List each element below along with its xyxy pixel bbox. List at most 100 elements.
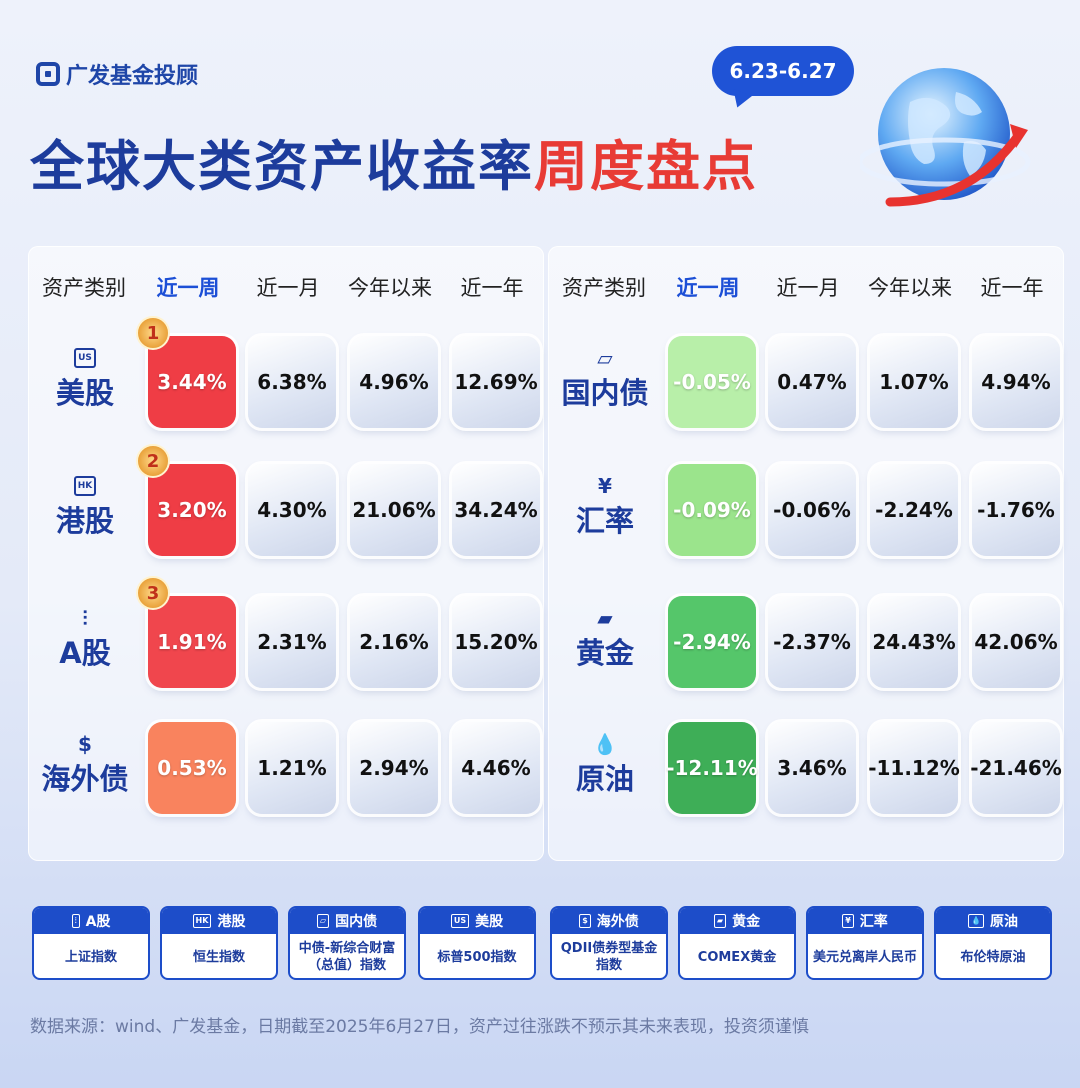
left_rows-value-cell: 3.20% <box>148 464 236 556</box>
legend-card-header: ▰ 黄金 <box>680 908 794 934</box>
data-source-footer: 数据来源：wind、广发基金，日期截至2025年6月27日，资产过往涨跌不预示其… <box>30 1017 809 1037</box>
legend-card: 💧 原油 布伦特原油 <box>934 906 1052 980</box>
right_rows-value-cell: -0.09% <box>668 464 756 556</box>
left_rows-label-3: $ 海外债 <box>30 732 140 798</box>
asset-name: 美股 <box>55 376 114 410</box>
right_rows-value-cell: 42.06% <box>972 596 1060 688</box>
right_rows-value-cell: -21.46% <box>970 722 1062 814</box>
gold-bar-icon: ▰ <box>597 606 613 630</box>
oil-drop-icon: 💧 <box>968 914 984 928</box>
asset-name: 海外债 <box>41 762 129 796</box>
bond-note-icon: $ <box>78 732 92 756</box>
asset-name: 原油 <box>575 762 634 796</box>
asset-name: 港股 <box>55 504 114 538</box>
left_rows-value-cell: 6.38% <box>248 336 336 428</box>
left-header-1: 近一周 <box>156 276 220 300</box>
legend-card-header: HK 港股 <box>162 908 276 934</box>
right_rows-value-cell: -0.06% <box>768 464 856 556</box>
asset-badge-icon: ¥ <box>842 914 854 928</box>
legend-desc: 美元兑离岸人民币 <box>812 949 917 965</box>
left_rows-label-0: US 美股 <box>30 348 140 412</box>
left_rows-value-cell: 3.44% <box>148 336 236 428</box>
left_rows-value-cell: 34.24% <box>452 464 540 556</box>
left-header-4: 近一年 <box>460 276 524 300</box>
right_rows-label-1: ¥ 汇率 <box>550 474 660 540</box>
left_rows-value-cell: 4.96% <box>350 336 438 428</box>
legend-title: A股 <box>85 914 111 930</box>
right_rows-value-cell: -2.37% <box>768 596 856 688</box>
bond-note-icon: $ <box>579 914 591 928</box>
gold-bar-icon: ▰ <box>713 914 727 928</box>
oil-drop-icon: 💧 <box>592 732 618 756</box>
chart-up-icon: ⫶ <box>71 914 80 928</box>
legend-card-header: 💧 原油 <box>936 908 1050 934</box>
left_rows-value-cell: 21.06% <box>350 464 438 556</box>
legend-desc: COMEX黄金 <box>697 949 777 965</box>
right_rows-value-cell: 1.07% <box>870 336 958 428</box>
legend-card: ⫶ A股上证指数 <box>32 906 150 980</box>
right_rows-label-0: ▱ 国内债 <box>550 346 660 412</box>
page-title: 全球大类资产收益率周度盘点 <box>30 122 758 201</box>
asset-name: 黄金 <box>575 636 634 670</box>
legend-title: 港股 <box>217 914 246 930</box>
right_rows-value-cell: -2.94% <box>668 596 756 688</box>
brand-logo: 广发基金投顾 <box>36 58 198 90</box>
title-highlight: 周度盘点 <box>534 135 758 198</box>
left_rows-value-cell: 12.69% <box>452 336 540 428</box>
left-header-0: 资产类别 <box>42 276 126 300</box>
left-header-3: 今年以来 <box>348 276 432 300</box>
right_rows-value-cell: -11.12% <box>868 722 960 814</box>
asset-badge-icon: ¥ <box>598 474 612 498</box>
right-header-3: 今年以来 <box>868 276 952 300</box>
legend-card-header: ⫶ A股 <box>34 908 148 934</box>
legend-title: 黄金 <box>732 914 761 930</box>
legend-card: HK 港股恒生指数 <box>160 906 278 980</box>
date-range-badge: 6.23-6.27 <box>712 46 854 96</box>
legend-card-header: ▱ 国内债 <box>290 908 404 934</box>
right_rows-value-cell: 3.46% <box>768 722 856 814</box>
left_rows-value-cell: 2.16% <box>350 596 438 688</box>
asset-badge-icon: HK <box>74 476 96 496</box>
legend-desc: 上证指数 <box>64 949 117 965</box>
legend-card-header: ¥ 汇率 <box>808 908 922 934</box>
right_rows-value-cell: -0.05% <box>668 336 756 428</box>
right_rows-value-cell: -12.11% <box>666 722 758 814</box>
asset-name: A股 <box>59 636 111 670</box>
right-header-2: 近一月 <box>776 276 840 300</box>
legend-desc: 标普500指数 <box>437 949 517 965</box>
asset-badge-icon: US <box>450 914 470 928</box>
right_rows-value-cell: 24.43% <box>870 596 958 688</box>
left_rows-label-1: HK 港股 <box>30 476 140 540</box>
left_rows-value-cell: 0.53% <box>148 722 236 814</box>
legend-card: ▰ 黄金 COMEX黄金 <box>678 906 796 980</box>
right-header-1: 近一周 <box>676 276 740 300</box>
left-header-2: 近一月 <box>256 276 320 300</box>
right_rows-value-cell: -2.24% <box>870 464 958 556</box>
legend-desc: 恒生指数 <box>192 949 245 965</box>
brand-mark-icon <box>36 62 60 86</box>
left_rows-value-cell: 1.21% <box>248 722 336 814</box>
legend-card: $ 海外债 QDII债券型基金指数 <box>550 906 668 980</box>
legend-card-header: US 美股 <box>420 908 534 934</box>
legend-title: 汇率 <box>859 914 888 930</box>
left_rows-label-2: ⫶ A股 <box>30 606 140 672</box>
chart-up-icon: ⫶ <box>82 606 88 630</box>
left_rows-value-cell: 1.91% <box>148 596 236 688</box>
right_rows-label-2: ▰ 黄金 <box>550 606 660 672</box>
legend-title: 美股 <box>475 914 504 930</box>
globe-icon <box>860 68 1031 207</box>
right-header-0: 资产类别 <box>562 276 646 300</box>
asset-name: 汇率 <box>575 504 634 538</box>
left_rows-value-cell: 4.46% <box>452 722 540 814</box>
title-main: 全球大类资产收益率 <box>30 135 534 198</box>
chart-icon: ▱ <box>597 346 613 370</box>
chart-icon: ▱ <box>316 914 330 928</box>
legend-card: ▱ 国内债 中债-新综合财富（总值）指数 <box>288 906 406 980</box>
legend-card: US 美股标普500指数 <box>418 906 536 980</box>
asset-badge-icon: HK <box>192 914 212 928</box>
asset-name: 国内债 <box>561 376 649 410</box>
left_rows-value-cell: 2.31% <box>248 596 336 688</box>
rank-medal-icon: 3 <box>136 576 170 610</box>
rank-medal-icon: 2 <box>136 444 170 478</box>
legend-card: ¥ 汇率美元兑离岸人民币 <box>806 906 924 980</box>
